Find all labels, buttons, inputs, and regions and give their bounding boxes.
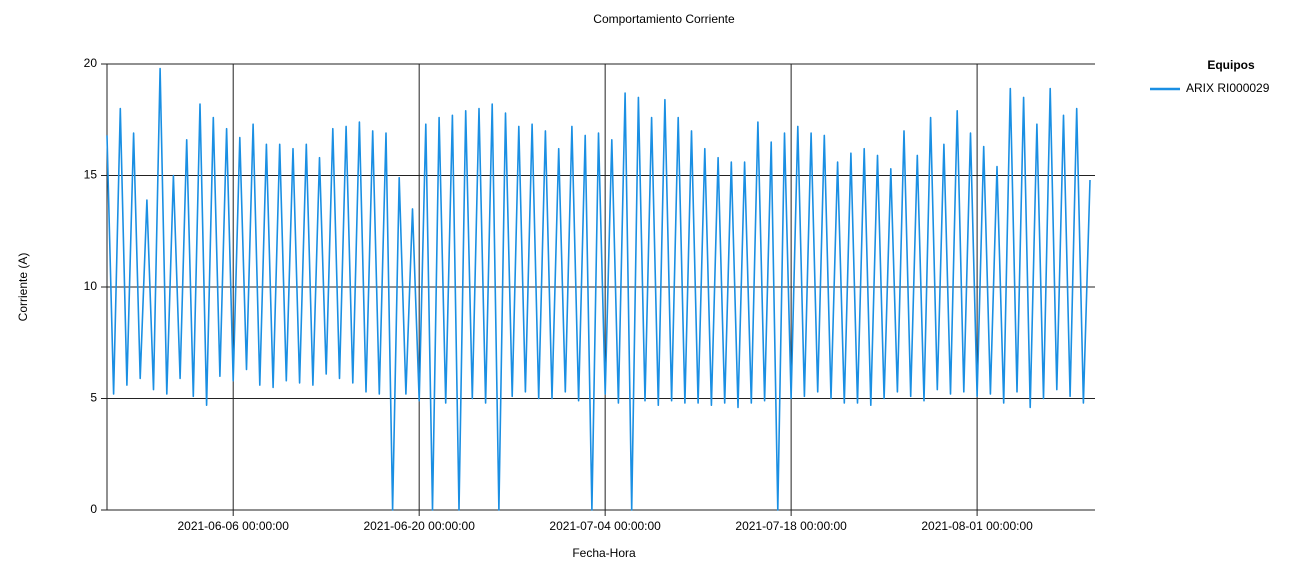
chart-title: Comportamiento Corriente xyxy=(593,12,735,26)
x-tick-label: 2021-06-06 00:00:00 xyxy=(177,519,289,533)
x-tick-label: 2021-06-20 00:00:00 xyxy=(363,519,475,533)
y-tick-label: 10 xyxy=(84,279,98,293)
x-axis-label: Fecha-Hora xyxy=(572,546,636,560)
x-tick-label: 2021-08-01 00:00:00 xyxy=(921,519,1033,533)
y-tick-label: 0 xyxy=(90,502,97,516)
legend-title: Equipos xyxy=(1207,58,1255,72)
data-line xyxy=(106,67,1091,511)
x-tick-label: 2021-07-18 00:00:00 xyxy=(735,519,847,533)
y-axis-label: Corriente (A) xyxy=(16,253,30,322)
y-tick-label: 20 xyxy=(84,56,98,70)
x-tick-label: 2021-07-04 00:00:00 xyxy=(549,519,661,533)
legend-label: ARIX RI000029 xyxy=(1186,81,1270,95)
y-tick-label: 15 xyxy=(84,168,98,182)
y-tick-label: 5 xyxy=(90,391,97,405)
